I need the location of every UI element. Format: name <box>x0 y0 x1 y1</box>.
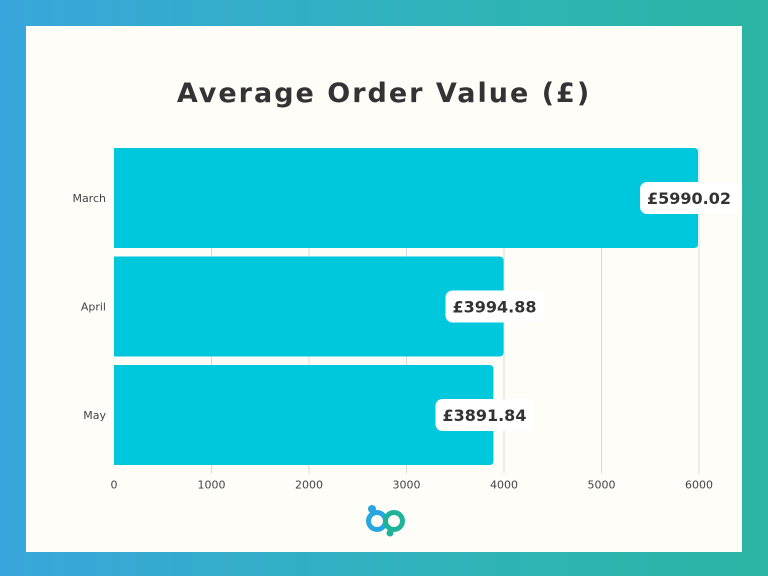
data-label-background <box>640 182 739 214</box>
bar <box>114 256 504 357</box>
chart-title: Average Order Value (£) <box>176 78 592 109</box>
bar <box>114 148 699 248</box>
category-label: May <box>83 409 106 422</box>
x-tick-label: 1000 <box>198 479 226 492</box>
x-tick-label: 3000 <box>393 479 421 492</box>
data-label: £3994.88 <box>452 298 536 317</box>
x-tick-label: 4000 <box>490 479 518 492</box>
bar <box>114 365 494 465</box>
category-label: March <box>72 192 106 205</box>
x-tick-label: 5000 <box>588 479 616 492</box>
data-label: £5990.02 <box>647 189 731 208</box>
category-label: April <box>81 301 106 314</box>
data-label-background <box>445 290 544 323</box>
x-tick-label: 6000 <box>685 479 713 492</box>
x-tick-label: 0 <box>111 479 118 492</box>
data-label-background <box>435 399 534 431</box>
data-label: £3891.84 <box>442 406 526 425</box>
x-tick-label: 2000 <box>295 479 323 492</box>
